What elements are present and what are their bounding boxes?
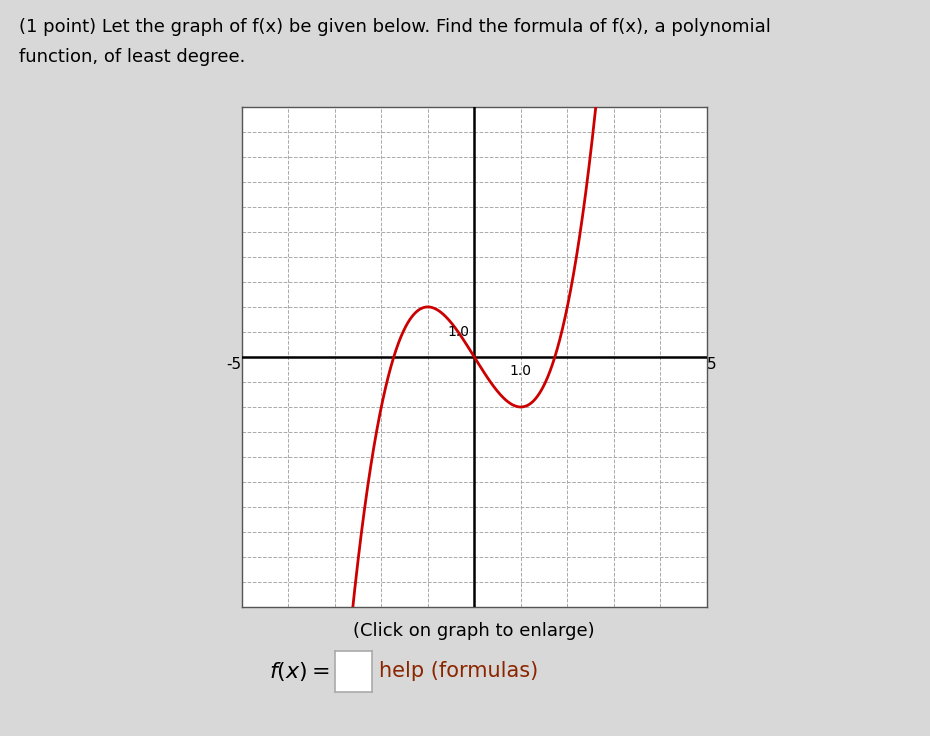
Text: help (formulas): help (formulas) [379, 661, 538, 682]
Text: function, of least degree.: function, of least degree. [19, 48, 245, 66]
Text: $f(x) =$: $f(x) =$ [269, 659, 330, 683]
Text: 10: 10 [455, 92, 474, 107]
Text: (1 point) Let the graph of f(x) be given below. Find the formula of f(x), a poly: (1 point) Let the graph of f(x) be given… [19, 18, 770, 36]
Text: 5: 5 [707, 357, 716, 372]
Text: 1.0: 1.0 [510, 364, 532, 378]
Text: 1.0: 1.0 [447, 325, 470, 339]
Text: -5: -5 [227, 357, 242, 372]
Text: -10: -10 [449, 607, 474, 622]
Text: (Click on graph to enlarge): (Click on graph to enlarge) [353, 622, 595, 640]
